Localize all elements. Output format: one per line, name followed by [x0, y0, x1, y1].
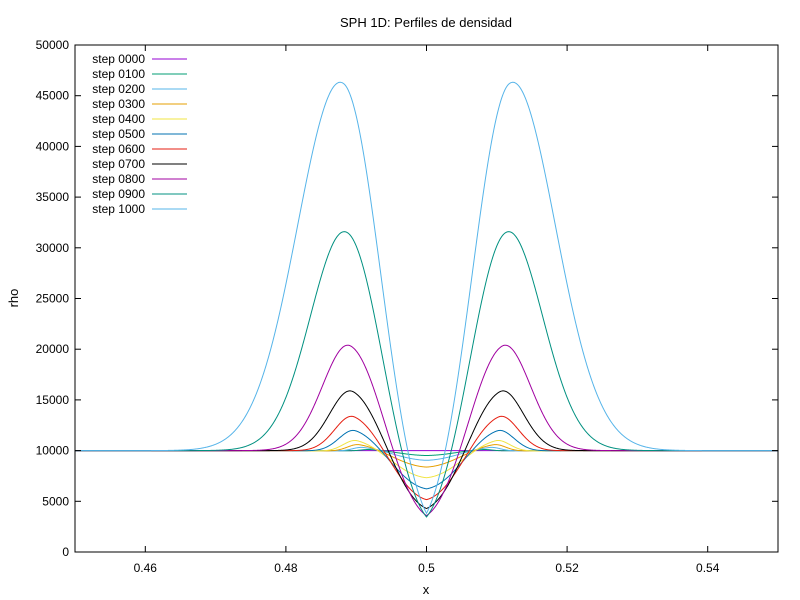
x-tick-label: 0.52 [555, 561, 579, 575]
series-line-step-0200 [75, 446, 778, 461]
x-tick-label: 0.48 [274, 561, 298, 575]
legend-label: step 0700 [92, 157, 145, 171]
x-tick-label: 0.5 [418, 561, 435, 575]
series-line-step-0400 [75, 439, 778, 479]
x-axis-label: x [423, 582, 430, 597]
legend-label: step 0100 [92, 67, 145, 81]
y-axis-label: rho [6, 289, 21, 308]
x-tick-label: 0.46 [134, 561, 158, 575]
y-tick-label: 40000 [36, 139, 70, 153]
y-tick-label: 15000 [36, 393, 70, 407]
series-line-step-0500 [75, 429, 778, 490]
legend-label: step 1000 [92, 202, 145, 216]
legend-label: step 0500 [92, 127, 145, 141]
series-line-step-0900 [75, 231, 778, 518]
legend-label: step 0000 [92, 52, 145, 66]
legend-label: step 0200 [92, 82, 145, 96]
x-axis: 0.46 0.48 0.5 0.52 0.54 [134, 45, 720, 575]
legend-label: step 0900 [92, 187, 145, 201]
series-line-step-0800 [75, 344, 778, 517]
y-tick-label: 20000 [36, 342, 70, 356]
y-tick-label: 0 [62, 545, 69, 559]
chart-title: SPH 1D: Perfiles de densidad [340, 15, 512, 30]
y-tick-label: 5000 [42, 494, 69, 508]
series-line-step-1000 [75, 81, 778, 515]
plot-area [75, 81, 778, 518]
legend-label: step 0800 [92, 172, 145, 186]
legend-label: step 0300 [92, 97, 145, 111]
legend-label: step 0400 [92, 112, 145, 126]
y-tick-label: 30000 [36, 241, 70, 255]
y-tick-label: 10000 [36, 444, 70, 458]
y-axis: 0 5000 10000 15000 20000 25000 30000 35000 40000… [36, 38, 778, 559]
y-tick-label: 25000 [36, 292, 70, 306]
y-tick-label: 50000 [36, 38, 70, 52]
y-tick-label: 35000 [36, 190, 70, 204]
series-line-step-0600 [75, 415, 778, 501]
x-tick-label: 0.54 [696, 561, 720, 575]
legend-label: step 0600 [92, 142, 145, 156]
y-tick-label: 45000 [36, 89, 70, 103]
plot-frame [74, 44, 779, 553]
